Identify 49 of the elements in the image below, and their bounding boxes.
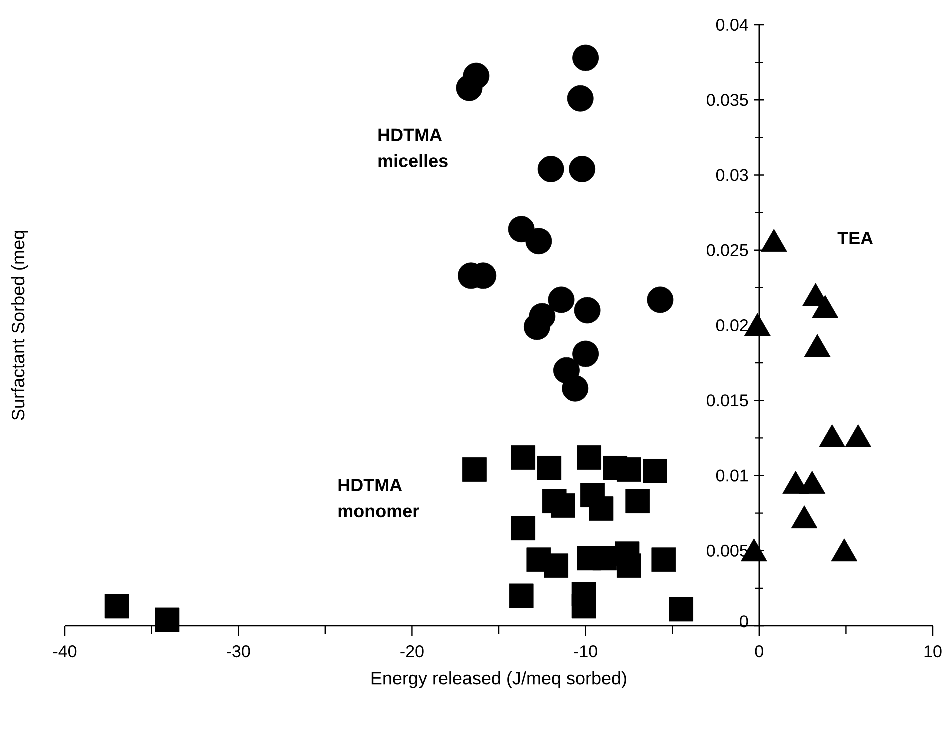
point — [589, 496, 614, 522]
point — [572, 340, 600, 368]
point — [669, 597, 694, 622]
point — [508, 216, 535, 243]
y-tick-label: 0.02 — [716, 319, 748, 332]
point — [537, 456, 562, 480]
point — [548, 286, 575, 314]
y-axis-title: Surfactant Sorbed (meq — [11, 231, 28, 420]
point — [572, 44, 600, 72]
point — [626, 489, 650, 514]
point — [551, 494, 576, 518]
y-tick-label: 0.025 — [706, 244, 748, 256]
x-tick-label: 10 — [924, 646, 942, 658]
point — [617, 554, 642, 578]
text: HDTMA monomer — [338, 479, 420, 518]
x-axis-title: Energy released (J/meq sorbed) — [372, 672, 626, 688]
point — [643, 459, 668, 484]
x-tick-label: -40 — [53, 646, 77, 658]
x-tick-label: -30 — [227, 646, 250, 658]
y-tick-label: 0.01 — [716, 470, 748, 482]
point — [617, 458, 642, 482]
x-tick-label: -20 — [400, 646, 424, 658]
point — [538, 156, 564, 182]
x-tick-label: 0 — [755, 646, 764, 658]
point — [567, 85, 594, 112]
point — [592, 546, 618, 571]
point — [456, 74, 483, 102]
point — [652, 548, 676, 572]
point — [526, 228, 552, 255]
x-tick-label: -10 — [574, 646, 598, 658]
point — [509, 584, 534, 608]
point — [104, 594, 130, 619]
series-label: HDTMA micelles — [378, 128, 448, 168]
point — [462, 458, 487, 482]
text: TEA — [838, 232, 874, 245]
y-tick-label: 0.015 — [706, 394, 748, 407]
point — [511, 446, 536, 470]
point — [577, 446, 602, 470]
y-tick-label: 0.03 — [716, 169, 748, 182]
point — [155, 608, 180, 632]
point — [572, 594, 596, 619]
point — [569, 156, 596, 182]
point — [544, 554, 568, 578]
point — [647, 286, 674, 314]
y-tick-label: 0.035 — [706, 94, 748, 106]
point — [511, 516, 536, 541]
point — [574, 297, 601, 324]
point — [562, 375, 589, 402]
y-tick-label: 0.04 — [716, 18, 748, 32]
